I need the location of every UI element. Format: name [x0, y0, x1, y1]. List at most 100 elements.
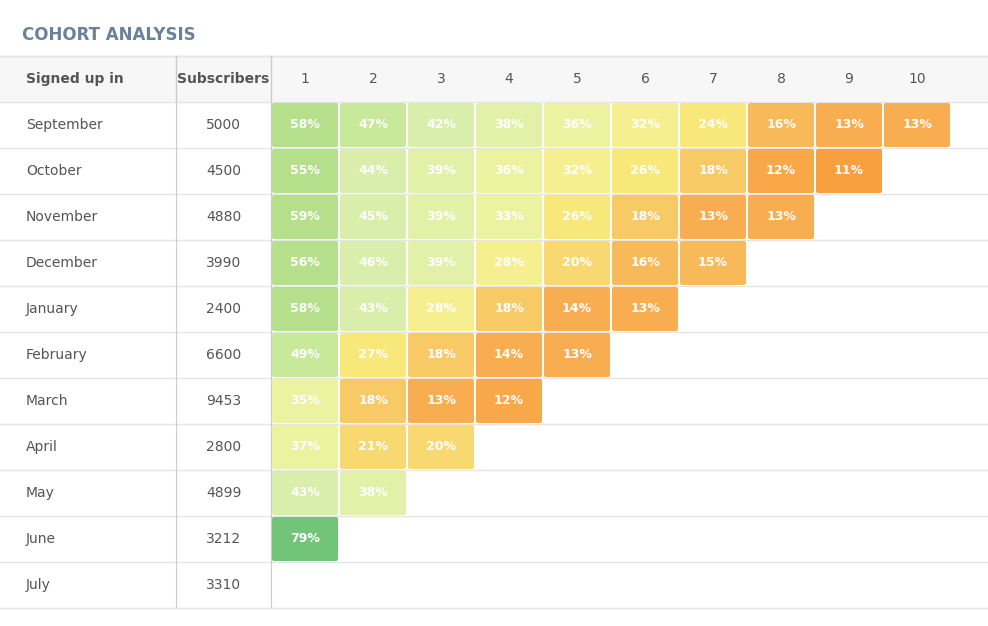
- Text: 3212: 3212: [206, 532, 241, 546]
- Text: 8: 8: [777, 72, 785, 86]
- FancyBboxPatch shape: [816, 149, 882, 193]
- FancyBboxPatch shape: [272, 287, 338, 331]
- Text: 42%: 42%: [426, 118, 456, 131]
- Text: 13%: 13%: [562, 349, 592, 361]
- Text: 18%: 18%: [699, 165, 728, 178]
- Text: 13%: 13%: [630, 302, 660, 316]
- Text: July: July: [26, 578, 50, 592]
- FancyBboxPatch shape: [544, 333, 610, 377]
- Text: 5: 5: [573, 72, 581, 86]
- Text: June: June: [26, 532, 56, 546]
- Text: 43%: 43%: [358, 302, 388, 316]
- Text: November: November: [26, 210, 98, 224]
- FancyBboxPatch shape: [476, 103, 542, 147]
- FancyBboxPatch shape: [408, 287, 474, 331]
- Text: December: December: [26, 256, 98, 270]
- Text: 13%: 13%: [834, 118, 864, 131]
- Text: 20%: 20%: [562, 257, 592, 270]
- FancyBboxPatch shape: [272, 379, 338, 423]
- Text: 46%: 46%: [358, 257, 388, 270]
- Text: 58%: 58%: [290, 118, 320, 131]
- Text: 4500: 4500: [206, 164, 241, 178]
- Text: 21%: 21%: [358, 441, 388, 453]
- Text: 1: 1: [300, 72, 309, 86]
- FancyBboxPatch shape: [408, 379, 474, 423]
- Text: 39%: 39%: [426, 257, 455, 270]
- Text: 47%: 47%: [358, 118, 388, 131]
- FancyBboxPatch shape: [408, 241, 474, 285]
- FancyBboxPatch shape: [340, 333, 406, 377]
- Bar: [0, 332, 988, 378]
- FancyBboxPatch shape: [272, 471, 338, 515]
- Text: Subscribers: Subscribers: [178, 72, 270, 86]
- FancyBboxPatch shape: [272, 241, 338, 285]
- Text: 10: 10: [908, 72, 926, 86]
- Text: October: October: [26, 164, 82, 178]
- FancyBboxPatch shape: [748, 149, 814, 193]
- FancyBboxPatch shape: [340, 241, 406, 285]
- Text: 55%: 55%: [290, 165, 320, 178]
- Text: 4880: 4880: [206, 210, 241, 224]
- FancyBboxPatch shape: [816, 103, 882, 147]
- FancyBboxPatch shape: [544, 195, 610, 239]
- Text: COHORT ANALYSIS: COHORT ANALYSIS: [22, 26, 196, 44]
- Text: 4: 4: [505, 72, 514, 86]
- FancyBboxPatch shape: [408, 333, 474, 377]
- Text: 44%: 44%: [358, 165, 388, 178]
- Text: 6: 6: [640, 72, 649, 86]
- Text: September: September: [26, 118, 103, 132]
- Text: 43%: 43%: [290, 486, 320, 500]
- FancyBboxPatch shape: [272, 517, 338, 561]
- Text: 33%: 33%: [494, 210, 524, 223]
- Text: 3: 3: [437, 72, 446, 86]
- Text: 13%: 13%: [902, 118, 932, 131]
- Text: 9: 9: [845, 72, 854, 86]
- FancyBboxPatch shape: [476, 379, 542, 423]
- FancyBboxPatch shape: [272, 195, 338, 239]
- FancyBboxPatch shape: [680, 241, 746, 285]
- Text: 15%: 15%: [698, 257, 728, 270]
- Text: 56%: 56%: [290, 257, 320, 270]
- FancyBboxPatch shape: [272, 149, 338, 193]
- Text: 13%: 13%: [426, 394, 455, 408]
- Text: 16%: 16%: [766, 118, 796, 131]
- Text: April: April: [26, 440, 58, 454]
- Text: 36%: 36%: [494, 165, 524, 178]
- Text: 24%: 24%: [698, 118, 728, 131]
- Text: 38%: 38%: [494, 118, 524, 131]
- Bar: [0, 562, 988, 608]
- FancyBboxPatch shape: [340, 149, 406, 193]
- FancyBboxPatch shape: [680, 103, 746, 147]
- FancyBboxPatch shape: [544, 103, 610, 147]
- Text: 36%: 36%: [562, 118, 592, 131]
- FancyBboxPatch shape: [340, 103, 406, 147]
- Text: 32%: 32%: [562, 165, 592, 178]
- FancyBboxPatch shape: [408, 149, 474, 193]
- Text: January: January: [26, 302, 79, 316]
- FancyBboxPatch shape: [612, 241, 678, 285]
- FancyBboxPatch shape: [748, 103, 814, 147]
- FancyBboxPatch shape: [340, 471, 406, 515]
- Bar: [0, 148, 988, 194]
- Text: 39%: 39%: [426, 210, 455, 223]
- Text: 26%: 26%: [630, 165, 660, 178]
- Text: 28%: 28%: [426, 302, 455, 316]
- Text: 16%: 16%: [630, 257, 660, 270]
- Text: February: February: [26, 348, 88, 362]
- FancyBboxPatch shape: [612, 103, 678, 147]
- Text: 2: 2: [369, 72, 377, 86]
- Text: 12%: 12%: [766, 165, 796, 178]
- Text: 14%: 14%: [562, 302, 592, 316]
- Text: 32%: 32%: [630, 118, 660, 131]
- FancyBboxPatch shape: [544, 241, 610, 285]
- Text: 27%: 27%: [358, 349, 388, 361]
- Text: 38%: 38%: [358, 486, 388, 500]
- Bar: [0, 240, 988, 286]
- Bar: [0, 424, 988, 470]
- Bar: [0, 102, 988, 148]
- FancyBboxPatch shape: [476, 333, 542, 377]
- Text: 28%: 28%: [494, 257, 524, 270]
- FancyBboxPatch shape: [476, 241, 542, 285]
- FancyBboxPatch shape: [340, 379, 406, 423]
- Text: 7: 7: [708, 72, 717, 86]
